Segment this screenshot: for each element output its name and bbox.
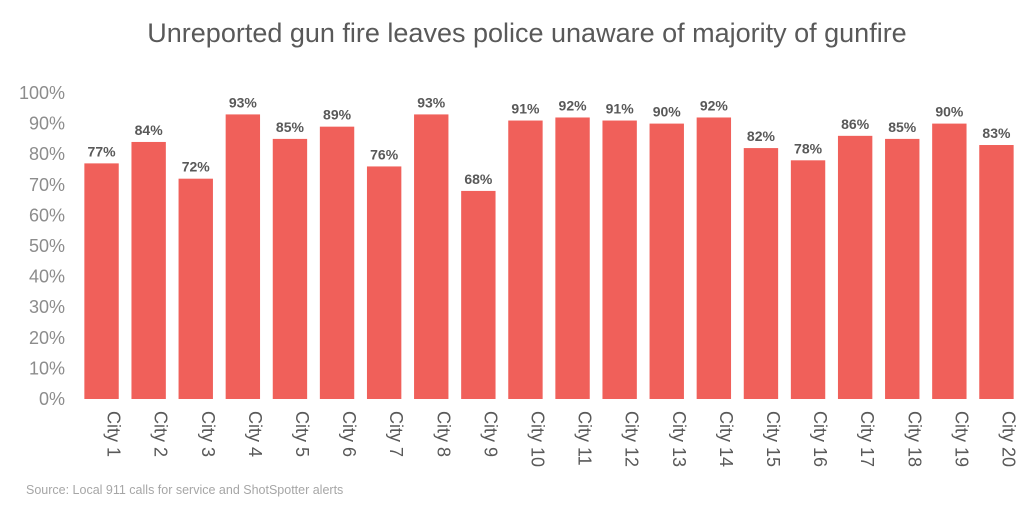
data-label: 77% (88, 143, 117, 159)
data-label: 72% (182, 159, 211, 175)
bar (790, 160, 826, 399)
x-tick-label: City 5 (292, 411, 312, 457)
data-label: 91% (606, 101, 635, 117)
bar (84, 163, 119, 399)
x-tick-label: City 3 (198, 411, 218, 457)
x-tick-label: City 13 (669, 411, 689, 467)
data-label: 76% (370, 146, 399, 162)
x-tick-label: City 1 (104, 411, 124, 457)
bar (743, 148, 779, 399)
bar (649, 123, 684, 399)
x-tick-label: City 16 (810, 411, 830, 467)
source-note: Source: Local 911 calls for service and … (26, 483, 343, 497)
y-axis: 0% 10% 20% 30% 40% 50% 60% 70% 80% 90% 100% (19, 83, 65, 409)
bar (225, 114, 261, 400)
x-tick-label: City 20 (998, 411, 1018, 467)
bar (319, 126, 355, 399)
data-label: 92% (559, 97, 588, 113)
x-tick-label: City 11 (575, 411, 595, 466)
y-tick-label: 50% (29, 236, 65, 256)
y-tick-label: 80% (29, 144, 65, 164)
bar (979, 145, 1014, 399)
y-tick-label: 30% (29, 297, 65, 317)
y-tick-label: 70% (29, 175, 65, 195)
data-label: 92% (700, 97, 729, 113)
bars (84, 114, 1014, 400)
data-label: 91% (511, 101, 540, 117)
x-tick-label: City 8 (433, 411, 453, 457)
data-label: 90% (935, 104, 964, 120)
x-tick-label: City 14 (716, 411, 736, 467)
data-label: 90% (653, 104, 682, 120)
y-tick-label: 20% (29, 328, 65, 348)
y-tick-label: 0% (39, 389, 65, 409)
y-tick-label: 100% (19, 83, 65, 103)
x-tick-label: City 17 (857, 411, 877, 467)
data-label: 84% (135, 122, 164, 138)
bar (272, 138, 308, 399)
x-tick-label: City 9 (480, 411, 500, 457)
data-labels: 77% 84% 72% 93% 85% 89% 76% 93% 68% 91% 92% 91% 90% 9… (88, 94, 1011, 187)
data-label: 82% (747, 128, 776, 144)
bar (837, 135, 873, 399)
data-label: 68% (464, 171, 493, 187)
bar (508, 120, 543, 399)
x-tick-label: City 6 (339, 411, 359, 457)
bar (932, 123, 967, 399)
x-tick-label: City 10 (527, 411, 547, 467)
x-tick-label: City 18 (904, 411, 924, 467)
data-label: 93% (229, 94, 258, 110)
y-tick-label: 40% (29, 267, 65, 287)
x-tick-label: City 7 (386, 411, 406, 457)
bar (414, 114, 449, 400)
data-label: 78% (794, 140, 823, 156)
bar (366, 166, 402, 399)
data-label: 86% (841, 116, 870, 132)
data-label: 83% (982, 125, 1011, 141)
bar (696, 117, 732, 399)
data-label: 93% (417, 94, 446, 110)
bar (131, 141, 166, 399)
bar (178, 178, 213, 399)
x-tick-label: City 4 (245, 411, 265, 457)
chart-title: Unreported gun fire leaves police unawar… (147, 18, 906, 48)
y-tick-label: 10% (29, 358, 65, 378)
bar (885, 138, 920, 399)
y-tick-label: 60% (29, 205, 65, 225)
data-label: 85% (276, 119, 305, 135)
x-tick-label: City 12 (622, 411, 642, 467)
x-tick-label: City 2 (151, 411, 171, 457)
bar (555, 117, 590, 399)
data-label: 89% (323, 107, 352, 123)
y-tick-label: 90% (29, 114, 65, 134)
x-axis: City 1 City 2 City 3 City 4 City 5 City 6 City… (104, 411, 1019, 467)
data-label: 85% (888, 119, 917, 135)
x-tick-label: City 15 (763, 411, 783, 467)
bar (461, 190, 496, 399)
bar (602, 120, 637, 399)
x-tick-label: City 19 (951, 411, 971, 467)
